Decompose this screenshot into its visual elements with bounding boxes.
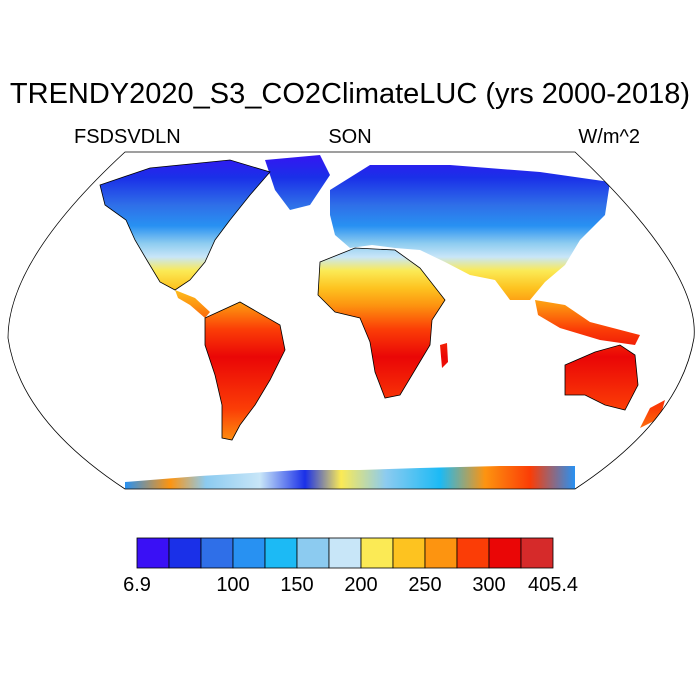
colorbar-swatch [328,537,362,569]
colorbar-tick-label: 6.9 [123,574,151,596]
colorbar [136,537,554,569]
colorbar-tick-label: 100 [216,574,250,596]
colorbar-swatch [360,537,394,569]
coastlines [99,159,639,441]
colorbar-tick-label: 200 [344,574,378,596]
colorbar-swatch [424,537,458,569]
colorbar-swatch [200,537,234,569]
colorbar-tick-label: 150 [280,574,314,596]
season-label: SON [328,126,372,148]
colorbar-swatch [392,537,426,569]
variable-label: FSDSVDLN [74,126,181,148]
colorbar-swatch [520,537,554,569]
colorbar-swatch [456,537,490,569]
colorbar-swatch [296,537,330,569]
colorbar-swatch [168,537,202,569]
globe-outline [7,151,695,490]
colorbar-tick-label: 300 [472,574,506,596]
figure-title: TRENDY2020_S3_CO2ClimateLUC (yrs 2000-20… [9,78,691,110]
units-label: W/m^2 [578,126,640,148]
colorbar-swatch [136,537,170,569]
colorbar-swatch [488,537,522,569]
colorbar-tick-label: 405.4 [527,574,579,596]
land-masses [100,155,665,440]
colorbar-swatch [264,537,298,569]
colorbar-swatch [232,537,266,569]
colorbar-tick-label: 250 [408,574,442,596]
antarctica [125,466,575,489]
